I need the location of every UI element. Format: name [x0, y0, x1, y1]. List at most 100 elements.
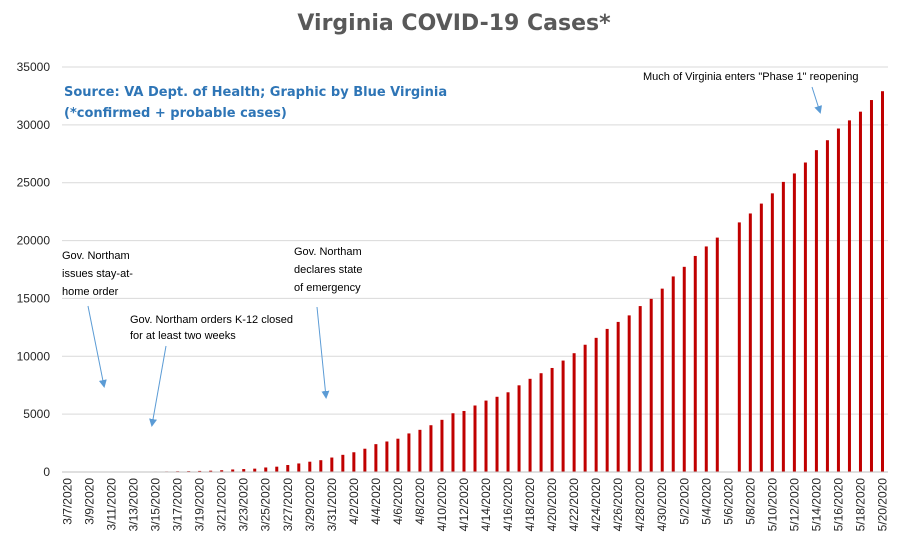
y-tick-label: 35000 — [17, 60, 51, 74]
y-axis-ticks: 0 5000 10000 15000 20000 25000 30000 35000 — [17, 60, 51, 479]
bar — [539, 373, 543, 472]
x-tick-label: 4/6/2020 — [391, 478, 405, 525]
bar — [462, 410, 466, 472]
bar — [385, 441, 389, 472]
x-tick-label: 3/29/2020 — [303, 478, 317, 532]
bar — [660, 288, 664, 472]
bar — [528, 378, 532, 472]
x-tick-label: 3/25/2020 — [259, 478, 273, 532]
bar — [319, 460, 323, 472]
x-tick-label: 4/28/2020 — [633, 478, 647, 532]
bar — [605, 328, 609, 472]
annotation: Gov. Northam issues stay-at-home order — [62, 250, 133, 388]
bar — [209, 470, 213, 472]
bar — [638, 306, 642, 472]
x-tick-label: 4/8/2020 — [413, 478, 427, 525]
x-tick-label: 3/13/2020 — [127, 478, 141, 532]
annotation-text: Much of Virginia enters "Phase 1" reopen… — [643, 71, 859, 83]
bar — [220, 470, 224, 472]
y-tick-label: 5000 — [23, 407, 50, 421]
x-tick-label: 3/23/2020 — [237, 478, 251, 532]
annotation: Gov. Northam declares state of emergency — [294, 246, 362, 399]
bar — [825, 140, 829, 472]
bar — [715, 237, 719, 472]
bar — [429, 425, 433, 472]
bar — [440, 419, 444, 472]
x-tick-label: 3/19/2020 — [193, 478, 207, 532]
y-tick-label: 0 — [43, 465, 50, 479]
annotation-arrow — [316, 306, 330, 399]
bar — [704, 246, 708, 472]
bar — [748, 213, 752, 473]
bar — [495, 396, 499, 472]
source-line-2: (*confirmed + probable cases) — [64, 106, 287, 121]
x-tick-label: 5/12/2020 — [787, 478, 801, 532]
x-tick-label: 3/9/2020 — [83, 478, 97, 525]
annotation-text: Gov. Northam — [62, 250, 130, 262]
x-tick-label: 4/16/2020 — [501, 478, 515, 532]
annotation-text: declares state — [294, 264, 362, 276]
bar — [242, 469, 246, 472]
bar — [231, 469, 235, 472]
bar — [374, 444, 378, 472]
bar — [572, 353, 576, 472]
x-tick-label: 5/14/2020 — [809, 478, 823, 532]
bar — [275, 466, 279, 472]
x-tick-label: 5/20/2020 — [875, 478, 889, 532]
x-tick-label: 4/26/2020 — [611, 478, 625, 532]
annotation-arrow — [149, 345, 167, 427]
bar — [781, 181, 785, 472]
bar — [286, 465, 290, 472]
x-tick-label: 4/2/2020 — [347, 478, 361, 525]
x-tick-label: 4/20/2020 — [545, 478, 559, 532]
bar — [594, 337, 598, 472]
bar — [341, 454, 345, 472]
bar — [627, 315, 631, 472]
x-tick-label: 5/6/2020 — [721, 478, 735, 525]
x-tick-label: 5/10/2020 — [765, 478, 779, 532]
bar — [847, 120, 851, 472]
x-tick-label: 4/30/2020 — [655, 478, 669, 532]
annotation-arrow — [87, 305, 107, 388]
x-tick-label: 4/24/2020 — [589, 478, 603, 532]
annotation-text: Gov. Northam — [294, 246, 362, 258]
annotation-arrow — [811, 86, 822, 114]
bar — [308, 461, 312, 472]
x-tick-label: 5/2/2020 — [677, 478, 691, 525]
bar — [550, 367, 554, 472]
y-tick-label: 25000 — [17, 176, 51, 190]
y-tick-label: 30000 — [17, 118, 51, 132]
annotation-text: for at least two weeks — [130, 330, 236, 342]
bar — [858, 111, 862, 472]
bar — [770, 193, 774, 472]
bar — [407, 433, 411, 472]
x-tick-label: 3/17/2020 — [171, 478, 185, 532]
bar — [759, 203, 763, 472]
x-tick-label: 3/7/2020 — [61, 478, 75, 525]
x-tick-label: 4/14/2020 — [479, 478, 493, 532]
bars — [66, 91, 884, 473]
x-tick-label: 4/10/2020 — [435, 478, 449, 532]
y-tick-label: 20000 — [17, 234, 51, 248]
x-tick-label: 5/16/2020 — [831, 478, 845, 532]
bar — [737, 222, 741, 472]
annotation: Much of Virginia enters "Phase 1" reopen… — [643, 71, 859, 114]
x-tick-label: 3/11/2020 — [105, 478, 119, 531]
bar — [649, 298, 653, 472]
annotation: Gov. Northam orders K-12 closed for at le… — [130, 314, 293, 427]
source-line-1: Source: VA Dept. of Health; Graphic by B… — [64, 85, 447, 100]
x-tick-label: 4/12/2020 — [457, 478, 471, 532]
bar — [561, 360, 565, 472]
y-tick-label: 10000 — [17, 349, 51, 363]
bar — [693, 255, 697, 472]
x-tick-label: 5/8/2020 — [743, 478, 757, 525]
x-tick-label: 3/27/2020 — [281, 478, 295, 532]
bar — [363, 448, 367, 472]
bar — [264, 467, 268, 472]
bar — [396, 438, 400, 472]
y-tick-label: 15000 — [17, 291, 51, 305]
bar — [253, 468, 257, 472]
annotation-text: home order — [62, 286, 119, 298]
bar — [682, 266, 686, 472]
